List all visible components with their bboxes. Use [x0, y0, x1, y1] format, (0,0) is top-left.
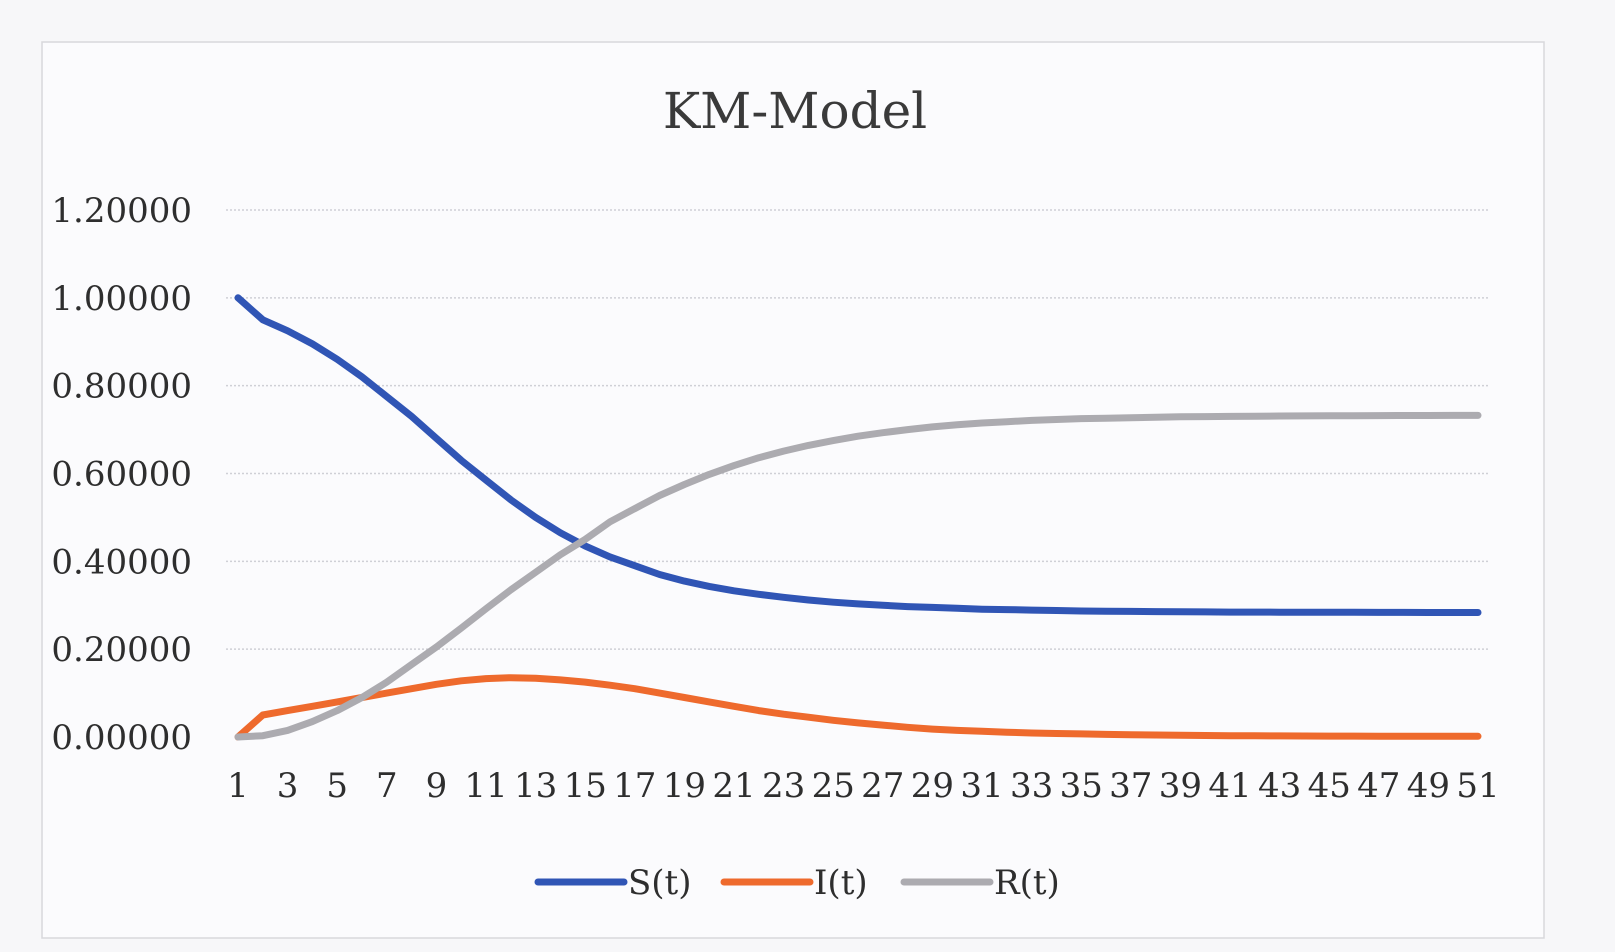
x-tick-label: 35 — [1060, 766, 1103, 806]
x-axis-tick-labels: 1 3 5 7 9 11 13 15 17 19 21 23 25 27 29 31 33 35 37 39 41 43 4… — [227, 766, 1499, 806]
legend-label: R(t) — [994, 863, 1060, 903]
x-tick-label: 1 — [227, 766, 249, 806]
x-tick-label: 17 — [613, 766, 656, 806]
x-tick-label: 39 — [1159, 766, 1202, 806]
series-line-it — [234, 674, 1482, 741]
x-tick-label: 21 — [712, 766, 755, 806]
x-tick-label: 9 — [426, 766, 448, 806]
x-tick-label: 31 — [960, 766, 1003, 806]
x-tick-label: 41 — [1208, 766, 1251, 806]
y-tick-label: 1.00000 — [51, 279, 192, 319]
x-tick-label: 3 — [277, 766, 299, 806]
x-tick-label: 27 — [861, 766, 904, 806]
x-tick-label: 23 — [762, 766, 805, 806]
y-tick-label: 0.60000 — [51, 455, 192, 495]
x-tick-label: 33 — [1010, 766, 1053, 806]
y-tick-label: 0.20000 — [51, 630, 192, 670]
chart-title: KM-Model — [663, 82, 927, 140]
x-tick-label: 37 — [1109, 766, 1152, 806]
x-tick-label: 15 — [564, 766, 607, 806]
series-line-rt — [234, 411, 1482, 741]
x-tick-label: 7 — [376, 766, 398, 806]
x-tick-label: 13 — [514, 766, 557, 806]
x-tick-label: 43 — [1258, 766, 1301, 806]
legend-label: S(t) — [628, 863, 691, 903]
x-tick-label: 25 — [812, 766, 855, 806]
gridlines — [226, 209, 1490, 650]
y-tick-label: 0.80000 — [51, 367, 192, 407]
x-tick-label: 47 — [1357, 766, 1400, 806]
legend-label: I(t) — [814, 863, 868, 903]
x-tick-label: 51 — [1456, 766, 1499, 806]
chart-frame — [41, 41, 1545, 939]
x-tick-label: 11 — [464, 766, 507, 806]
y-axis-tick-labels: 0.00000 0.20000 0.40000 0.60000 0.80000 1.000… — [51, 191, 192, 758]
series-lines — [234, 294, 1482, 741]
y-tick-label: 1.20000 — [51, 191, 192, 231]
x-tick-label: 49 — [1407, 766, 1450, 806]
x-tick-label: 45 — [1308, 766, 1351, 806]
x-tick-label: 29 — [911, 766, 954, 806]
legend: S(t) I(t) R(t) — [534, 863, 1060, 903]
x-tick-label: 19 — [663, 766, 706, 806]
y-tick-label: 0.00000 — [51, 718, 192, 758]
y-tick-label: 0.40000 — [51, 542, 192, 582]
series-line-st — [234, 294, 1482, 616]
x-tick-label: 5 — [326, 766, 348, 806]
